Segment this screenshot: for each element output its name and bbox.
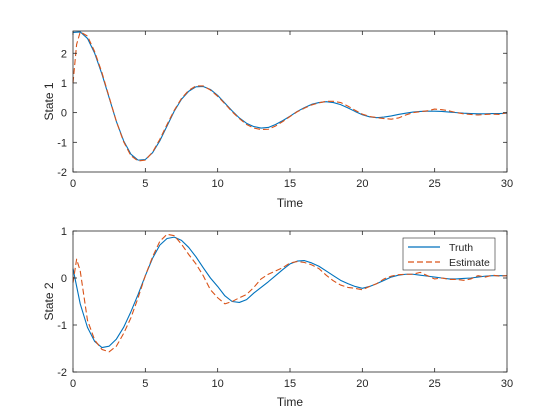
y-tick-label: -2 xyxy=(57,367,67,379)
ticks-layer-2: 0 5 10 15 20 25 30 -2 -1 0 1 xyxy=(57,226,513,390)
x-tick-label: 25 xyxy=(429,378,441,390)
legend-label-estimate: Estimate xyxy=(449,257,490,269)
y-tick-label: -2 xyxy=(57,167,67,179)
legend-label-truth: Truth xyxy=(449,242,473,254)
x-tick-label: 30 xyxy=(501,378,513,390)
y-axis-label-2: State 2 xyxy=(42,282,56,320)
y-tick-label: 0 xyxy=(61,273,67,285)
x-tick-label: 30 xyxy=(501,178,513,190)
x-tick-label: 15 xyxy=(284,378,296,390)
y-tick-label: 0 xyxy=(61,108,67,120)
subplot-state-2: 0 5 10 15 20 25 30 -2 -1 0 1 Time State 2 Truth Es… xyxy=(42,226,513,409)
y-tick-label: 1 xyxy=(61,78,67,90)
legend: Truth Estimate xyxy=(402,237,496,271)
y-tick-label: 2 xyxy=(61,48,67,60)
x-axis-label-2: Time xyxy=(277,395,304,409)
x-tick-label: 0 xyxy=(70,178,76,190)
y-tick-label: -1 xyxy=(57,137,67,149)
x-tick-label: 20 xyxy=(356,178,368,190)
series-line-estimate-1 xyxy=(72,31,508,162)
x-tick-label: 5 xyxy=(142,178,148,190)
x-axis-label-1: Time xyxy=(277,196,304,210)
y-tick-label: 1 xyxy=(61,226,67,238)
legend-box xyxy=(402,237,496,271)
ticks-layer-1: 0 5 10 15 20 25 30 -2 -1 0 1 2 xyxy=(57,31,513,190)
series-line-estimate-2 xyxy=(72,233,508,353)
series-layer-1 xyxy=(72,31,508,162)
x-tick-label: 15 xyxy=(284,178,296,190)
series-layer-2 xyxy=(72,233,508,353)
x-tick-label: 5 xyxy=(142,378,148,390)
y-axis-label-1: State 1 xyxy=(42,82,56,120)
x-tick-label: 10 xyxy=(212,378,224,390)
plot-area-1 xyxy=(73,31,507,172)
y-tick-label: -1 xyxy=(57,320,67,332)
subplot-state-1: 0 5 10 15 20 25 30 -2 -1 0 1 2 Time State 1 xyxy=(42,30,513,210)
x-tick-label: 10 xyxy=(212,178,224,190)
x-tick-label: 25 xyxy=(429,178,441,190)
x-tick-label: 20 xyxy=(356,378,368,390)
x-tick-label: 0 xyxy=(70,378,76,390)
